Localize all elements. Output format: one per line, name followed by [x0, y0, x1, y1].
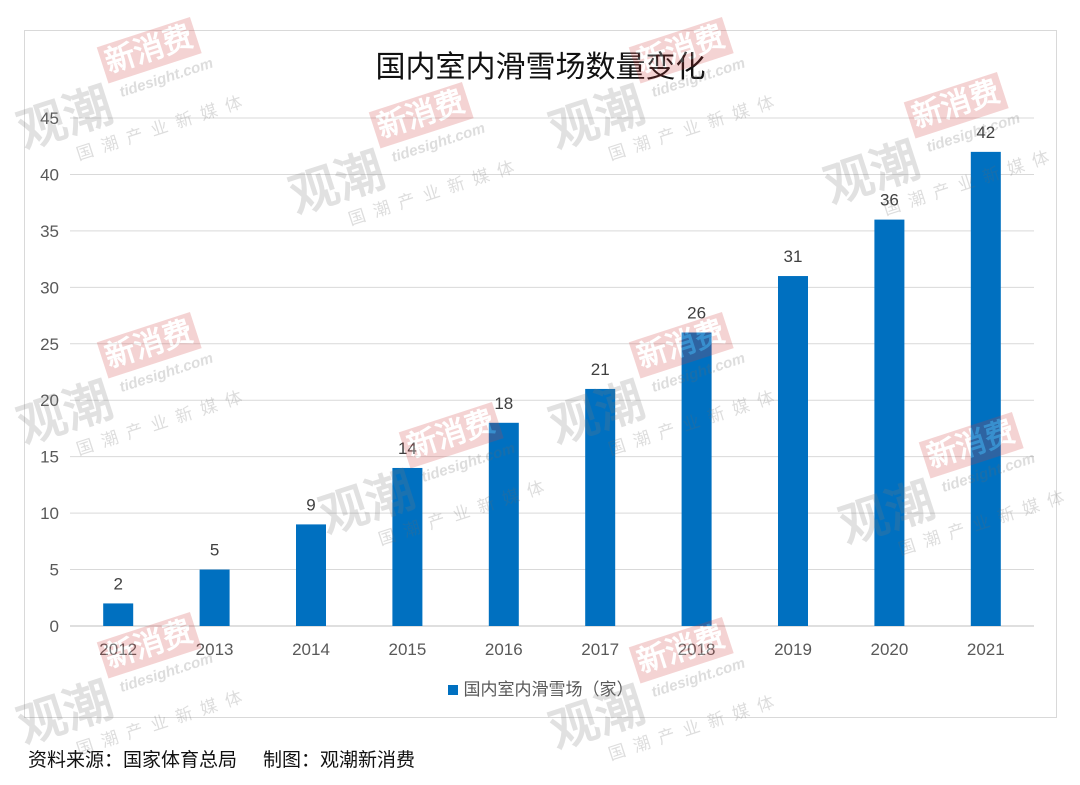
data-label-2019: 31	[784, 247, 803, 266]
x-tick-label-2020: 2020	[870, 640, 908, 659]
y-tick-label-5: 5	[50, 561, 59, 580]
x-axis-ticks: 2012 2013 2014 2015 2016 2017 2018 2019 2020 2021	[99, 640, 1004, 659]
bar-2014	[296, 524, 326, 626]
bar-2016	[488, 422, 519, 626]
x-tick-label-2019: 2019	[774, 640, 812, 659]
source-note: 资料来源：国家体育总局 制图：观潮新消费	[28, 747, 415, 773]
data-label-2021: 42	[976, 123, 995, 142]
y-tick-label-30: 30	[40, 278, 59, 297]
x-tick-label-2016: 2016	[485, 640, 523, 659]
legend-label: 国内室内滑雪场（家）	[463, 680, 634, 700]
x-tick-label-2017: 2017	[581, 640, 619, 659]
source-credit: 制图：观潮新消费	[263, 749, 416, 771]
y-tick-label-25: 25	[40, 335, 59, 354]
gridlines	[70, 117, 1034, 627]
chart-frame	[24, 30, 1057, 718]
data-label-2015: 14	[398, 439, 417, 458]
y-tick-label-35: 35	[40, 222, 59, 241]
y-tick-label-10: 10	[40, 504, 59, 523]
data-label-2013: 5	[210, 541, 219, 560]
bar-2018	[681, 332, 712, 626]
y-tick-label-15: 15	[40, 448, 59, 467]
x-tick-label-2018: 2018	[678, 640, 716, 659]
bar-2015	[392, 467, 423, 626]
x-tick-label-2015: 2015	[388, 640, 426, 659]
legend: 国内室内滑雪场（家）	[24, 680, 1057, 700]
y-tick-label-45: 45	[40, 109, 59, 128]
data-label-2014: 9	[306, 495, 315, 514]
x-tick-label-2014: 2014	[292, 640, 330, 659]
bar-2021	[970, 151, 1001, 626]
bar-2012	[103, 603, 134, 626]
bar-2020	[874, 219, 905, 626]
source-origin: 资料来源：国家体育总局	[28, 749, 238, 771]
y-tick-label-40: 40	[40, 165, 59, 184]
data-labels: 2 5 9 14 18 21 26 31 36 42	[113, 123, 995, 594]
y-tick-label-0: 0	[50, 617, 59, 636]
bar-series	[103, 151, 1001, 626]
data-label-2017: 21	[591, 360, 610, 379]
x-tick-label-2013: 2013	[196, 640, 234, 659]
y-axis-ticks: 0 5 10 15 20 25 30 35 40 45	[40, 109, 59, 636]
x-tick-label-2021: 2021	[967, 640, 1005, 659]
data-label-2020: 36	[880, 191, 899, 210]
bar-2013	[199, 569, 230, 626]
bar-2019	[778, 276, 808, 626]
bar-2017	[585, 388, 616, 626]
data-label-2012: 2	[113, 574, 122, 593]
y-tick-label-20: 20	[40, 391, 59, 410]
data-label-2016: 18	[494, 394, 513, 413]
x-tick-label-2012: 2012	[99, 640, 137, 659]
legend-marker	[447, 685, 458, 695]
data-label-2018: 26	[687, 303, 706, 322]
chart-title: 国内室内滑雪场数量变化	[375, 50, 706, 85]
